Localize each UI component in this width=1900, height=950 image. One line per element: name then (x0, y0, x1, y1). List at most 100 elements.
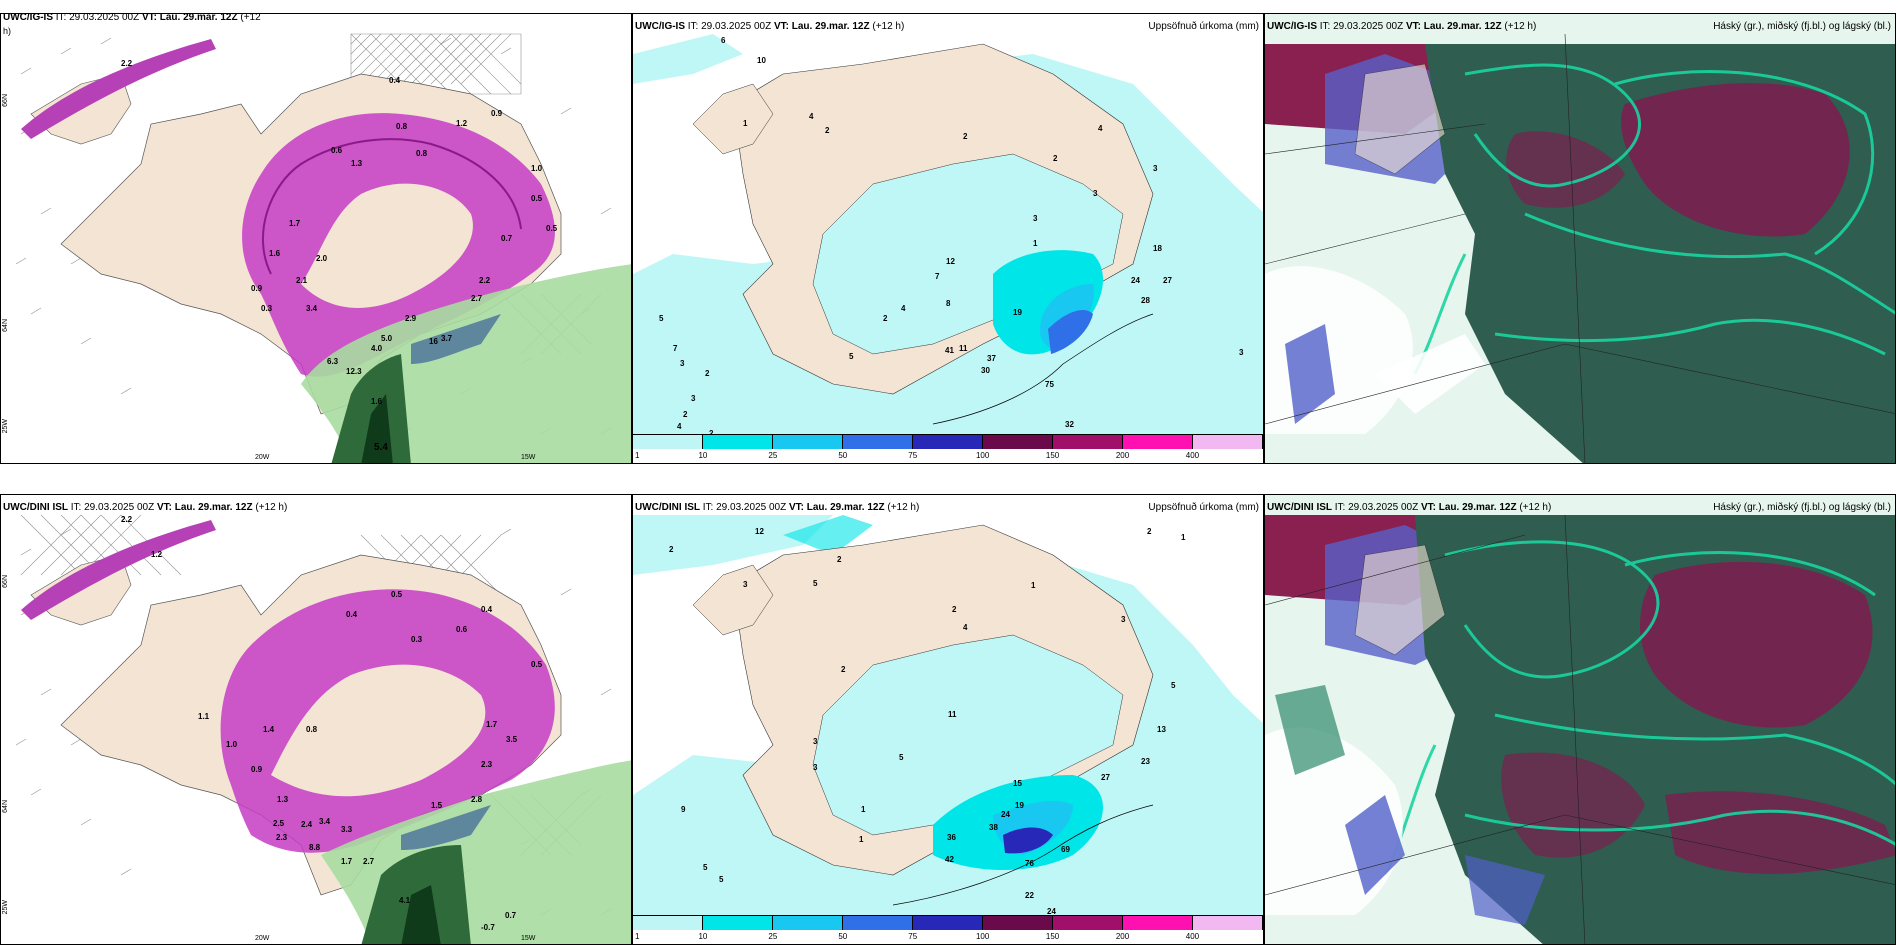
legend-label: 25 (768, 932, 778, 941)
valid-time: Lau. 29.mar. 12Z (791, 21, 870, 32)
value-label: 6.3 (327, 357, 339, 366)
value-label: 3 (1121, 615, 1126, 624)
init-time: IT: 29.03.2025 00Z (1319, 21, 1404, 32)
value-label: 2.8 (471, 795, 483, 804)
value-label: 4.1 (399, 896, 411, 905)
value-label: 28 (1141, 296, 1150, 305)
value-label: 2.4 (301, 820, 313, 829)
value-label: 0.9 (251, 284, 263, 293)
value-label: 0.8 (306, 725, 318, 734)
value-label: 0.6 (331, 146, 343, 155)
value-label: 4 (963, 623, 968, 632)
value-label: 37 (987, 354, 996, 363)
init-time: IT: 29.03.2025 00Z (1334, 502, 1419, 513)
value-label: 3 (813, 737, 818, 746)
value-label: 12 (755, 527, 764, 536)
value-label: 3 (743, 580, 748, 589)
value-label: 2.3 (276, 833, 288, 842)
model-name: UWC/IG-IS (3, 13, 53, 23)
value-label: 3 (1033, 214, 1038, 223)
value-label: 5 (703, 863, 708, 872)
value-label: 2.1 (296, 276, 308, 285)
value-label: 1.2 (151, 550, 163, 559)
valid-time: Lau. 29.mar. 12Z (174, 502, 253, 513)
value-label: 1.6 (371, 397, 383, 406)
legend-label: 1 (635, 451, 640, 460)
value-label: 12.3 (346, 367, 362, 376)
value-label: 2 (705, 369, 710, 378)
value-label: 2 (837, 555, 842, 564)
lead-time-cont: h) (3, 26, 12, 36)
legend-swatch (703, 435, 773, 449)
legend-swatch (843, 435, 913, 449)
value-label: 5 (849, 352, 854, 361)
init-time: IT: 29.03.2025 00Z (687, 21, 772, 32)
legend-label: 100 (975, 451, 990, 460)
legend-label: 75 (908, 451, 918, 460)
value-label: 2.0 (316, 254, 328, 263)
value-label: 23 (1141, 757, 1150, 766)
value-label: 27 (1163, 276, 1172, 285)
legend-label: 150 (1045, 932, 1060, 941)
value-label: 38 (989, 823, 998, 832)
value-label: 24 (1001, 810, 1010, 819)
legend-label: 25 (768, 451, 778, 460)
value-label: 19 (1013, 308, 1022, 317)
value-label: 5 (899, 753, 904, 762)
legend-swatch (1193, 916, 1263, 930)
lon-label: 15W (521, 935, 536, 942)
value-label: 0.5 (531, 660, 543, 669)
value-label: 2 (1147, 527, 1152, 536)
init-time: IT: 29.03.2025 00Z (55, 13, 140, 23)
init-time: IT: 29.03.2025 00Z (70, 502, 155, 513)
value-label: 3.5 (506, 735, 518, 744)
legend-swatch (983, 916, 1053, 930)
wind-panel-dini: UWC/DINI ISL IT: 29.03.2025 00Z VT: Lau.… (0, 494, 632, 945)
legend-label: 100 (975, 932, 990, 941)
value-label: 1.4 (263, 725, 275, 734)
value-label: 5 (813, 579, 818, 588)
precip-map-dini (633, 495, 1263, 944)
value-label: 1.3 (351, 159, 363, 168)
value-label: 0.4 (481, 605, 493, 614)
legend-swatch (633, 435, 703, 449)
value-label: 3 (680, 359, 685, 368)
value-label: 3 (813, 763, 818, 772)
value-label: 75 (1045, 380, 1054, 389)
value-label: 0.8 (396, 122, 408, 131)
value-label: 2.3 (481, 760, 493, 769)
value-label: 8 (946, 299, 951, 308)
value-label: 1 (1181, 533, 1186, 542)
value-label: 41 (945, 346, 954, 355)
precip-map-igis (633, 14, 1263, 463)
legend-label: 200 (1115, 932, 1130, 941)
value-label: 1.6 (269, 249, 281, 258)
legend-swatch (983, 435, 1053, 449)
value-label: 7 (935, 272, 940, 281)
model-name: UWC/DINI ISL (635, 502, 700, 513)
cloud-map-dini (1265, 495, 1895, 944)
legend-swatch (913, 435, 983, 449)
value-label: 0.6 (456, 625, 468, 634)
legend-swatch (773, 916, 843, 930)
lat-label: 66N (2, 575, 9, 588)
legend-swatch (913, 916, 983, 930)
cloud-panel-igis: UWC/IG-IS IT: 29.03.2025 00Z VT: Lau. 29… (1264, 13, 1896, 464)
value-label: 2.5 (273, 819, 285, 828)
value-label: 0.8 (416, 149, 428, 158)
value-label: 24 (1131, 276, 1140, 285)
value-label: 16 (429, 337, 438, 346)
legend-swatch (633, 916, 703, 930)
precip-legend-labels: 1 10 25 50 75 100 150 200 400 (633, 932, 1263, 942)
value-label: 11 (959, 344, 968, 353)
cloud-panel-dini: UWC/DINI ISL IT: 29.03.2025 00Z VT: Lau.… (1264, 494, 1896, 945)
value-label: 10 (757, 56, 766, 65)
valid-time: Lau. 29.mar. 12Z (1423, 21, 1502, 32)
value-label: 2 (1053, 154, 1058, 163)
lat-label: 64N (2, 800, 9, 813)
legend-label: 150 (1045, 451, 1060, 460)
lead-time: (+12 h) (1519, 502, 1552, 513)
valid-time-label: VT: (1420, 502, 1436, 513)
valid-time-label: VT: (1405, 21, 1421, 32)
valid-time-label: VT: (156, 502, 172, 513)
